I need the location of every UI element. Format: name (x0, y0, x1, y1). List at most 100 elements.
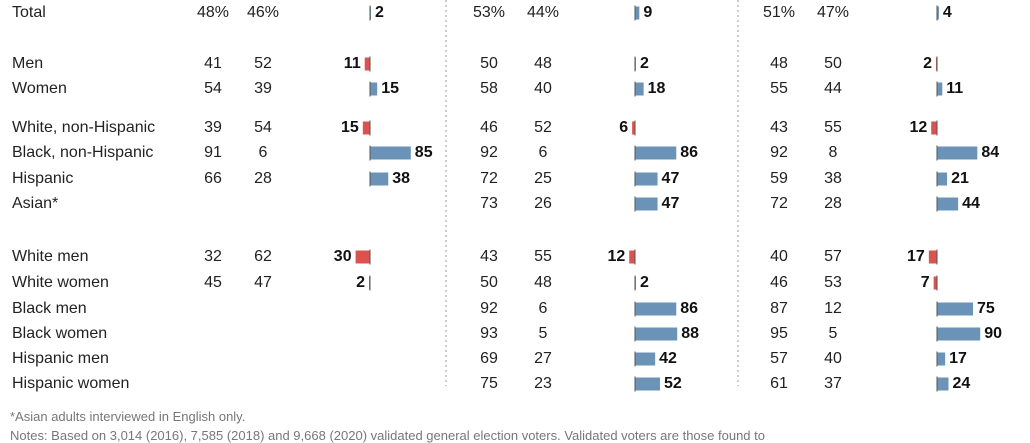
advantage-label: 4 (943, 4, 952, 21)
rep-advantage-bar (931, 121, 937, 135)
advantage-label: 52 (664, 375, 682, 392)
dem-share: 48% (197, 4, 229, 21)
rep-share: 55 (824, 119, 842, 136)
dem-share: 66 (204, 170, 222, 187)
row-label: White, non-Hispanic (12, 119, 155, 136)
rep-share: 48 (534, 55, 552, 72)
footnote-asian: *Asian adults interviewed in English onl… (10, 409, 246, 424)
row-label: White women (12, 274, 109, 291)
dem-advantage-bar (635, 352, 656, 366)
dem-share: 75 (480, 375, 498, 392)
row-label: Black women (12, 325, 107, 342)
rep-share: 23 (534, 375, 552, 392)
row-label: Asian* (12, 195, 58, 212)
dem-share: 59 (770, 170, 788, 187)
dem-advantage-bar (635, 327, 678, 341)
footnote-notes: Notes: Based on 3,014 (2016), 7,585 (201… (10, 428, 765, 443)
rep-share: 12 (824, 300, 842, 317)
advantage-label: 42 (659, 350, 677, 367)
advantage-label: 2 (640, 274, 649, 291)
row-label: Total (12, 4, 46, 21)
rep-advantage-bar (928, 250, 937, 264)
advantage-label: 6 (619, 119, 628, 136)
dem-advantage-bar (370, 172, 389, 186)
rep-share: 5 (539, 325, 548, 342)
row-label: Hispanic men (12, 350, 109, 367)
dem-advantage-bar (635, 172, 658, 186)
advantage-label: 21 (951, 170, 969, 187)
dem-share: 48 (770, 55, 788, 72)
rep-share: 5 (829, 325, 838, 342)
rep-share: 50 (824, 55, 842, 72)
advantage-label: 17 (949, 350, 967, 367)
rep-advantage-bar (629, 250, 635, 264)
dem-share: 32 (204, 248, 222, 265)
rep-share: 8 (829, 144, 838, 161)
advantage-label: 38 (392, 170, 410, 187)
dem-share: 58 (480, 80, 498, 97)
dem-share: 53% (473, 4, 505, 21)
dem-advantage-bar (937, 327, 981, 341)
advantage-label: 88 (681, 325, 699, 342)
advantage-label: 18 (648, 80, 666, 97)
dem-advantage-bar (937, 146, 978, 160)
advantage-label: 11 (344, 55, 361, 72)
advantage-label: 90 (984, 325, 1002, 342)
dem-share: 46 (480, 119, 498, 136)
dem-advantage-bar (635, 197, 658, 211)
dem-advantage-bar (937, 6, 939, 20)
rep-share: 44% (527, 4, 559, 21)
rep-advantage-bar (632, 121, 635, 135)
dem-share: 92 (480, 300, 498, 317)
rep-share: 27 (534, 350, 552, 367)
row-label: Hispanic women (12, 375, 129, 392)
advantage-label: 2 (923, 55, 932, 72)
advantage-label: 75 (977, 300, 995, 317)
rep-share: 25 (534, 170, 552, 187)
rep-share: 52 (254, 55, 272, 72)
dem-advantage-bar (937, 172, 948, 186)
rep-share: 37 (824, 375, 842, 392)
advantage-label: 9 (643, 4, 652, 21)
rep-share: 40 (824, 350, 842, 367)
rep-share: 47 (254, 274, 272, 291)
rep-share: 54 (254, 119, 272, 136)
rep-share: 44 (824, 80, 842, 97)
row-label: Black, non-Hispanic (12, 144, 153, 161)
dem-share: 41 (204, 55, 222, 72)
dem-share: 93 (480, 325, 498, 342)
dem-share: 92 (770, 144, 788, 161)
rep-share: 57 (824, 248, 842, 265)
row-label: Hispanic (12, 170, 73, 187)
rep-advantage-bar (362, 121, 370, 135)
dem-share: 61 (770, 375, 788, 392)
advantage-label: 12 (607, 248, 625, 265)
dem-advantage-bar (370, 82, 378, 96)
dem-advantage-bar (635, 6, 640, 20)
advantage-label: 15 (341, 119, 359, 136)
rep-share: 52 (534, 119, 552, 136)
dem-share: 39 (204, 119, 222, 136)
advantage-label: 7 (921, 274, 930, 291)
dem-advantage-bar (635, 82, 644, 96)
row-label: Men (12, 55, 43, 72)
rep-share: 40 (534, 80, 552, 97)
rep-advantage-bar (933, 276, 937, 290)
dem-share: 40 (770, 248, 788, 265)
rep-share: 6 (539, 300, 548, 317)
advantage-label: 85 (415, 144, 433, 161)
dem-advantage-bar (635, 146, 677, 160)
dem-share: 46 (770, 274, 788, 291)
dem-advantage-bar (937, 352, 946, 366)
rep-share: 39 (254, 80, 272, 97)
dem-share: 87 (770, 300, 788, 317)
advantage-label: 86 (680, 300, 698, 317)
advantage-label: 11 (946, 80, 963, 97)
row-label: Black men (12, 300, 87, 317)
dem-advantage-bar (635, 377, 660, 391)
dem-share: 43 (770, 119, 788, 136)
dem-advantage-bar (370, 146, 411, 160)
rep-share: 46% (247, 4, 279, 21)
row-label: White men (12, 248, 88, 265)
